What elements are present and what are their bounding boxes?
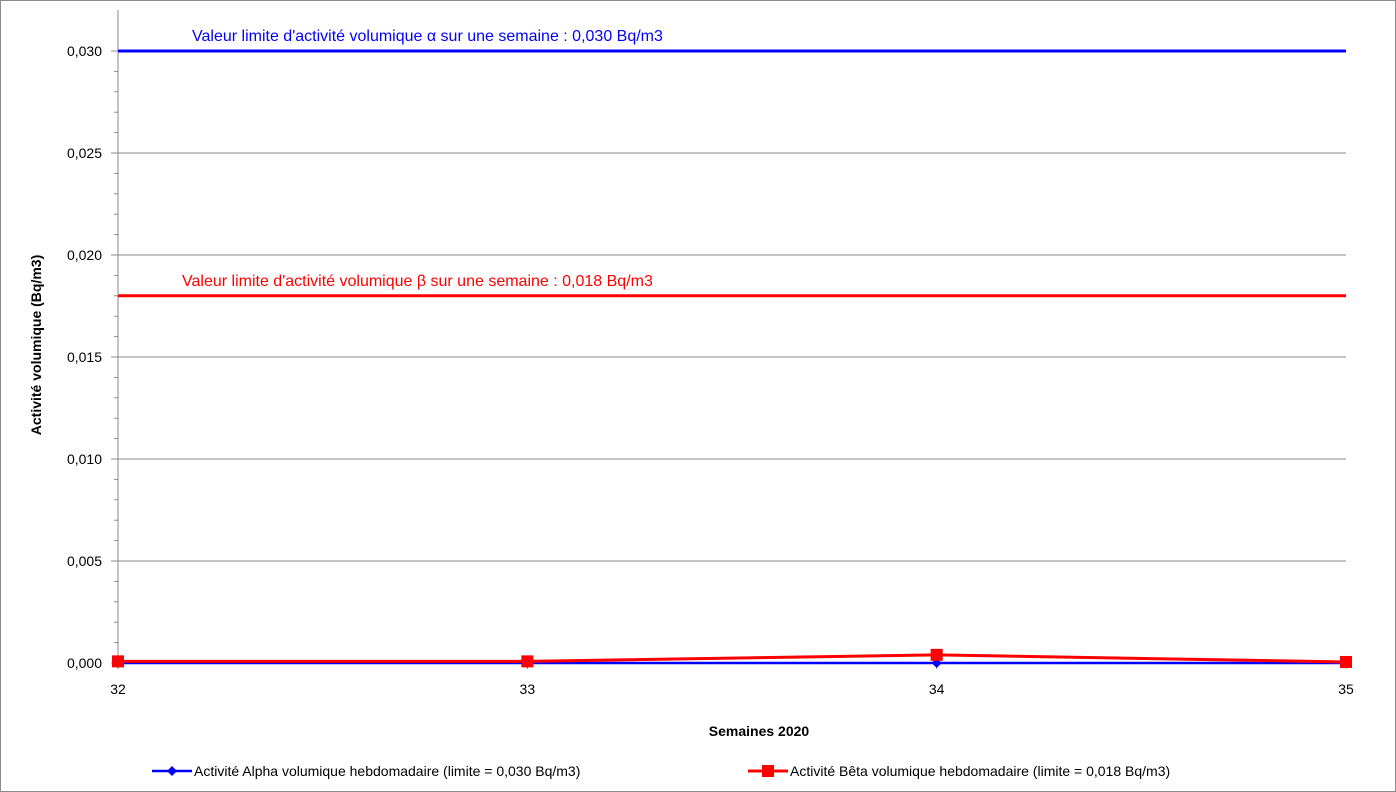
y-tick-label: 0,000 xyxy=(67,655,102,671)
limit-label: Valeur limite d'activité volumique β sur… xyxy=(182,273,653,290)
y-tick-label: 0,025 xyxy=(67,145,102,161)
data-point xyxy=(112,655,124,668)
x-tick-label: 33 xyxy=(520,681,536,697)
data-series xyxy=(112,648,1352,668)
series-line xyxy=(118,653,1347,664)
legend-marker xyxy=(762,765,774,777)
x-tick-label: 32 xyxy=(110,681,126,697)
data-point xyxy=(930,648,943,661)
limit-lines: Valeur limite d'activité volumique α sur… xyxy=(118,28,1346,298)
x-tick-label: 35 xyxy=(1338,681,1354,697)
y-tick-label: 0,005 xyxy=(67,553,102,569)
y-axis-ticks: 0,000 0,005 0,010 0,015 0,020 0,025 0,030 xyxy=(67,43,118,671)
legend-label: Activité Alpha volumique hebdomadaire (l… xyxy=(194,763,580,779)
y-axis-title: Activité volumique (Bq/m3) xyxy=(28,255,44,435)
x-axis-title: Semaines 2020 xyxy=(709,723,810,739)
legend-marker xyxy=(167,766,177,776)
legend: Activité Alpha volumique hebdomadaire (l… xyxy=(152,763,1170,779)
data-point xyxy=(1340,655,1352,668)
data-point xyxy=(521,655,534,668)
x-axis-ticks: 32 33 34 35 xyxy=(110,663,1354,697)
y-tick-label: 0,010 xyxy=(67,451,102,467)
x-tick-label: 34 xyxy=(929,681,945,697)
y-tick-label: 0,020 xyxy=(67,247,102,263)
limit-label: Valeur limite d'activité volumique α sur… xyxy=(192,28,663,45)
legend-label: Activité Bêta volumique hebdomadaire (li… xyxy=(790,763,1170,779)
y-tick-label: 0,015 xyxy=(67,349,102,365)
y-tick-label: 0,030 xyxy=(67,43,102,59)
